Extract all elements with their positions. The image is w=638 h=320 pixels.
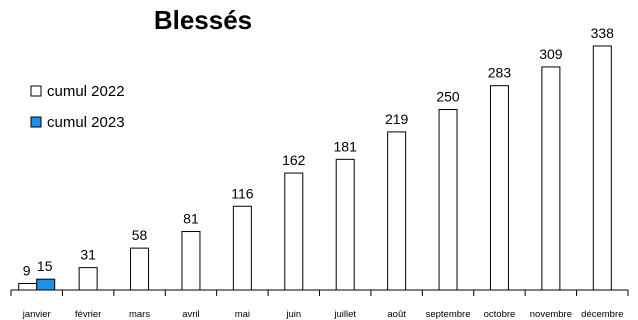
bar-cumul-2022-janvier — [18, 283, 38, 291]
data-label-cumul-2022-fevrier: 31 — [80, 247, 96, 263]
data-label-cumul-2022-aout: 219 — [385, 111, 409, 127]
bar-cumul-2022-mai — [232, 205, 252, 291]
legend-swatch-cumul-2022 — [30, 85, 42, 97]
x-tick-label-janvier: janvier — [22, 309, 51, 320]
x-tick-label-septembre: septembre — [426, 309, 471, 320]
data-label-cumul-2022-octobre: 283 — [488, 65, 512, 81]
data-label-cumul-2022-septembre: 250 — [436, 89, 460, 105]
bar-cumul-2022-mars — [130, 247, 150, 291]
bar-cumul-2022-novembre — [541, 66, 561, 291]
x-tick-label-decembre: décembre — [581, 309, 623, 320]
bar-cumul-2022-octobre — [489, 85, 509, 291]
x-tick-label-mars: mars — [129, 309, 150, 320]
legend-swatch-cumul-2023 — [30, 116, 42, 128]
data-label-cumul-2023-janvier: 15 — [37, 258, 53, 274]
x-tick-label-octobre: octobre — [484, 309, 516, 320]
legend: cumul 2022 cumul 2023 — [30, 83, 125, 131]
bar-cumul-2023-janvier — [36, 278, 56, 291]
legend-label-cumul-2023: cumul 2023 — [47, 114, 125, 131]
bar-cumul-2022-avril — [181, 231, 201, 291]
x-tick-label-mai: mai — [235, 309, 250, 320]
data-labels-group: 9 15 31 58 81 116 162 181 219 250 283 309 338 — [23, 25, 614, 279]
x-tick-label-aout: août — [387, 309, 406, 320]
x-tick-label-novembre: novembre — [530, 309, 572, 320]
data-label-cumul-2022-juillet: 181 — [334, 138, 358, 154]
x-tick-label-avril: avril — [182, 309, 199, 320]
data-label-cumul-2022-avril: 81 — [183, 211, 199, 227]
x-tick-label-fevrier: février — [75, 309, 101, 320]
data-label-cumul-2022-janvier: 9 — [23, 263, 31, 279]
bar-cumul-2022-decembre — [592, 45, 612, 291]
bar-cumul-2022-aout — [387, 131, 407, 291]
bar-cumul-2022-juillet — [335, 158, 355, 291]
x-axis: janvier février mars avril mai juin juillet aoû… — [10, 289, 629, 320]
bar-cumul-2022-septembre — [438, 109, 458, 291]
bars-group — [18, 45, 612, 291]
data-label-cumul-2022-decembre: 338 — [591, 25, 615, 41]
chart-title: Blessés — [154, 5, 252, 35]
legend-label-cumul-2022: cumul 2022 — [47, 83, 125, 100]
bar-cumul-2022-fevrier — [78, 267, 98, 291]
x-tick-label-juin: juin — [285, 309, 301, 320]
data-label-cumul-2022-juin: 162 — [282, 152, 306, 168]
x-tick-label-juillet: juillet — [333, 309, 356, 320]
data-label-cumul-2022-mai: 116 — [231, 185, 254, 201]
data-label-cumul-2022-novembre: 309 — [539, 46, 563, 62]
data-label-cumul-2022-mars: 58 — [132, 227, 148, 243]
bar-cumul-2022-juin — [284, 172, 304, 291]
